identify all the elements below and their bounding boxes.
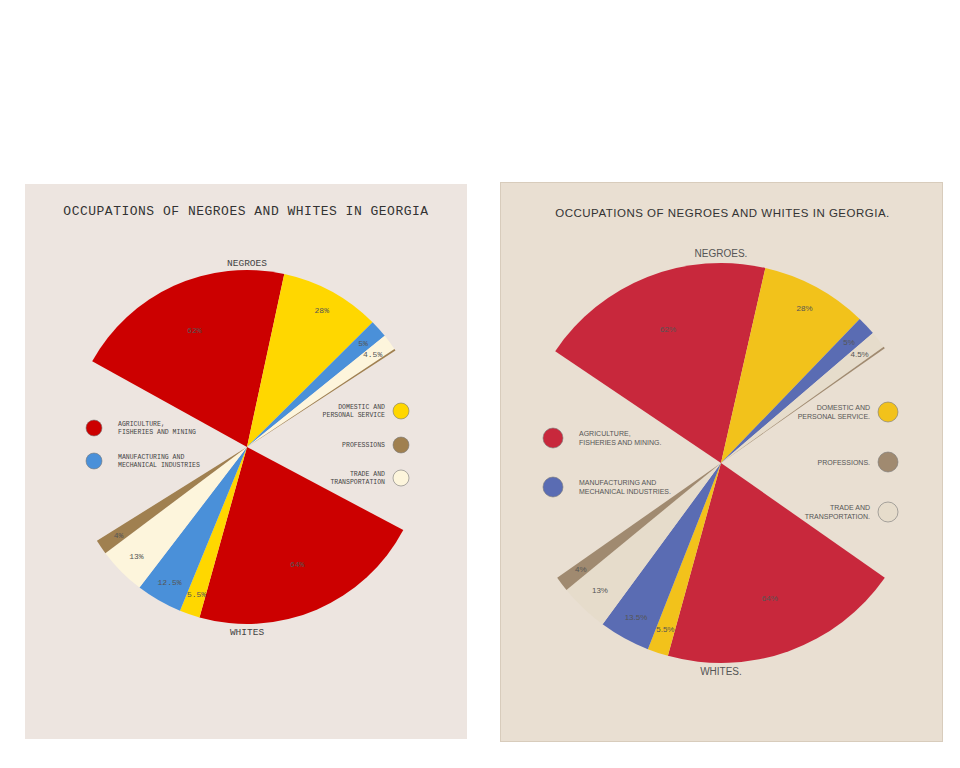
svg-text:4.5%: 4.5% bbox=[850, 350, 868, 359]
svg-text:DOMESTIC ANDPERSONAL SERVICE.: DOMESTIC ANDPERSONAL SERVICE. bbox=[798, 404, 870, 420]
svg-text:MANUFACTURING ANDMECHANICAL IN: MANUFACTURING ANDMECHANICAL INDUSTRIES. bbox=[579, 479, 671, 495]
svg-text:PROFESSIONS.: PROFESSIONS. bbox=[817, 459, 870, 466]
svg-text:OCCUPATIONS OF NEGROES AND WHI: OCCUPATIONS OF NEGROES AND WHITES IN GEO… bbox=[63, 204, 428, 219]
svg-text:5%: 5% bbox=[358, 339, 368, 348]
svg-text:5.5%: 5.5% bbox=[187, 590, 206, 599]
svg-text:28%: 28% bbox=[315, 306, 330, 315]
svg-text:5%: 5% bbox=[843, 338, 855, 347]
svg-text:TRADE ANDTRANSPORTATION.: TRADE ANDTRANSPORTATION. bbox=[805, 504, 870, 520]
svg-text:64%: 64% bbox=[290, 560, 305, 569]
svg-text:OCCUPATIONS OF NEGROES AND WHI: OCCUPATIONS OF NEGROES AND WHITES IN GEO… bbox=[555, 207, 890, 219]
svg-text:12.5%: 12.5% bbox=[158, 578, 182, 587]
svg-text:AGRICULTURE,FISHERIES AND MINI: AGRICULTURE,FISHERIES AND MINING bbox=[118, 421, 196, 436]
svg-text:13%: 13% bbox=[592, 586, 608, 595]
svg-text:TRADE ANDTRANSPORTATION: TRADE ANDTRANSPORTATION bbox=[330, 471, 385, 486]
svg-text:WHITES.: WHITES. bbox=[700, 666, 742, 677]
svg-text:NEGROES: NEGROES bbox=[227, 258, 267, 269]
svg-text:PROFESSIONS: PROFESSIONS bbox=[342, 442, 385, 449]
svg-text:62%: 62% bbox=[187, 326, 202, 335]
svg-text:28%: 28% bbox=[797, 304, 813, 313]
svg-text:AGRICULTURE,FISHERIES AND MINI: AGRICULTURE,FISHERIES AND MINING. bbox=[579, 430, 662, 446]
svg-text:62%: 62% bbox=[660, 325, 676, 334]
svg-text:64%: 64% bbox=[762, 594, 778, 603]
svg-text:13.5%: 13.5% bbox=[625, 613, 648, 622]
svg-text:5.5%: 5.5% bbox=[656, 625, 674, 634]
svg-text:13%: 13% bbox=[129, 552, 144, 561]
svg-text:4.5%: 4.5% bbox=[363, 350, 382, 359]
svg-text:DOMESTIC ANDPERSONAL SERVICE: DOMESTIC ANDPERSONAL SERVICE bbox=[323, 404, 386, 419]
svg-text:4%: 4% bbox=[575, 565, 587, 574]
svg-text:MANUFACTURING ANDMECHANICAL IN: MANUFACTURING ANDMECHANICAL INDUSTRIES bbox=[118, 454, 200, 469]
svg-text:WHITES: WHITES bbox=[230, 627, 265, 638]
svg-text:4%: 4% bbox=[114, 531, 124, 540]
svg-text:NEGROES.: NEGROES. bbox=[695, 248, 748, 259]
